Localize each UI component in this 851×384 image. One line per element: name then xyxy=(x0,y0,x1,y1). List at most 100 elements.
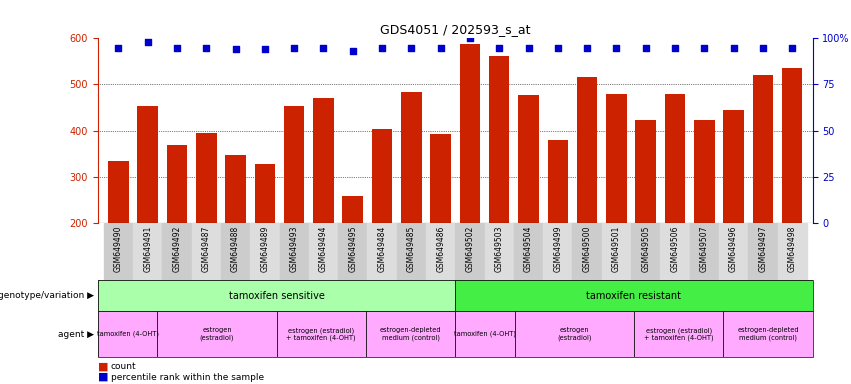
Text: GSM649504: GSM649504 xyxy=(524,226,533,272)
Bar xyxy=(660,223,689,280)
Point xyxy=(668,45,682,51)
Bar xyxy=(634,311,723,357)
Text: tamoxifen sensitive: tamoxifen sensitive xyxy=(229,291,324,301)
Bar xyxy=(191,223,221,280)
Bar xyxy=(573,223,602,280)
Text: GSM649491: GSM649491 xyxy=(143,226,152,272)
Bar xyxy=(157,311,277,357)
Point xyxy=(522,45,535,51)
Bar xyxy=(515,311,634,357)
Text: estrogen-depleted
medium (control): estrogen-depleted medium (control) xyxy=(380,327,442,341)
Point xyxy=(785,45,799,51)
Bar xyxy=(277,311,366,357)
Point xyxy=(199,45,213,51)
Bar xyxy=(694,119,715,223)
Text: tamoxifen (4-OHT): tamoxifen (4-OHT) xyxy=(454,331,516,337)
Text: GSM649493: GSM649493 xyxy=(289,226,299,272)
Bar xyxy=(431,134,451,223)
Text: GSM649488: GSM649488 xyxy=(231,226,240,272)
Text: estrogen (estradiol)
+ tamoxifen (4-OHT): estrogen (estradiol) + tamoxifen (4-OHT) xyxy=(644,327,713,341)
Point xyxy=(317,45,330,51)
Bar xyxy=(309,223,338,280)
Point xyxy=(346,48,360,55)
Text: GSM649485: GSM649485 xyxy=(407,226,416,272)
Bar xyxy=(426,223,455,280)
Text: percentile rank within the sample: percentile rank within the sample xyxy=(111,372,264,382)
Text: GSM649502: GSM649502 xyxy=(465,226,475,272)
Bar xyxy=(342,197,363,223)
Text: tamoxifen (4-OHT): tamoxifen (4-OHT) xyxy=(97,331,158,337)
Bar xyxy=(284,106,305,223)
Text: GSM649495: GSM649495 xyxy=(348,226,357,272)
Text: GSM649492: GSM649492 xyxy=(173,226,181,272)
Point xyxy=(229,46,243,53)
Text: GSM649484: GSM649484 xyxy=(378,226,386,272)
Bar xyxy=(397,223,426,280)
Point xyxy=(258,46,271,53)
Text: agent ▶: agent ▶ xyxy=(58,329,94,339)
Bar xyxy=(606,94,626,223)
Text: ■: ■ xyxy=(98,372,108,382)
Bar xyxy=(221,223,250,280)
Bar xyxy=(748,223,778,280)
Bar xyxy=(137,106,158,223)
Point xyxy=(288,45,301,51)
Text: GSM649506: GSM649506 xyxy=(671,226,679,272)
Bar xyxy=(484,223,514,280)
Bar xyxy=(518,94,539,223)
Text: estrogen
(estradiol): estrogen (estradiol) xyxy=(557,327,591,341)
Bar xyxy=(636,120,656,223)
Point xyxy=(463,35,477,41)
Point xyxy=(756,45,769,51)
Bar xyxy=(226,155,246,223)
Bar xyxy=(279,223,309,280)
Point xyxy=(434,45,448,51)
Bar xyxy=(104,223,133,280)
Bar xyxy=(752,75,774,223)
Text: GSM649486: GSM649486 xyxy=(436,226,445,272)
Point xyxy=(698,45,711,51)
Bar xyxy=(489,56,510,223)
Text: GSM649496: GSM649496 xyxy=(729,226,738,272)
Bar xyxy=(366,311,455,357)
Point xyxy=(404,45,418,51)
Text: GSM649503: GSM649503 xyxy=(494,226,504,272)
Bar xyxy=(689,223,719,280)
Bar xyxy=(631,223,660,280)
Point xyxy=(493,45,506,51)
Text: genotype/variation ▶: genotype/variation ▶ xyxy=(0,291,94,300)
Bar xyxy=(719,223,748,280)
Point xyxy=(551,45,564,51)
Bar xyxy=(723,311,813,357)
Bar xyxy=(514,223,543,280)
Bar xyxy=(108,161,129,223)
Text: estrogen-depleted
medium (control): estrogen-depleted medium (control) xyxy=(737,327,799,341)
Bar xyxy=(98,311,157,357)
Bar xyxy=(455,280,813,311)
Bar xyxy=(782,68,802,223)
Point xyxy=(170,45,184,51)
Bar xyxy=(455,311,515,357)
Text: GSM649490: GSM649490 xyxy=(114,226,123,272)
Bar xyxy=(401,92,421,223)
Text: GSM649505: GSM649505 xyxy=(641,226,650,272)
Bar xyxy=(455,223,484,280)
Bar xyxy=(460,45,480,223)
Text: GSM649494: GSM649494 xyxy=(319,226,328,272)
Text: ■: ■ xyxy=(98,362,108,372)
Text: estrogen
(estradiol): estrogen (estradiol) xyxy=(200,327,234,341)
Bar xyxy=(368,223,397,280)
Text: tamoxifen resistant: tamoxifen resistant xyxy=(586,291,682,301)
Bar xyxy=(250,223,279,280)
Bar xyxy=(163,223,191,280)
Point xyxy=(727,45,740,51)
Text: GSM649500: GSM649500 xyxy=(583,226,591,272)
Bar xyxy=(167,145,187,223)
Point xyxy=(375,45,389,51)
Bar xyxy=(778,223,807,280)
Text: GSM649501: GSM649501 xyxy=(612,226,621,272)
Bar xyxy=(98,280,455,311)
Text: GSM649487: GSM649487 xyxy=(202,226,211,272)
Bar xyxy=(723,110,744,223)
Bar xyxy=(254,164,275,223)
